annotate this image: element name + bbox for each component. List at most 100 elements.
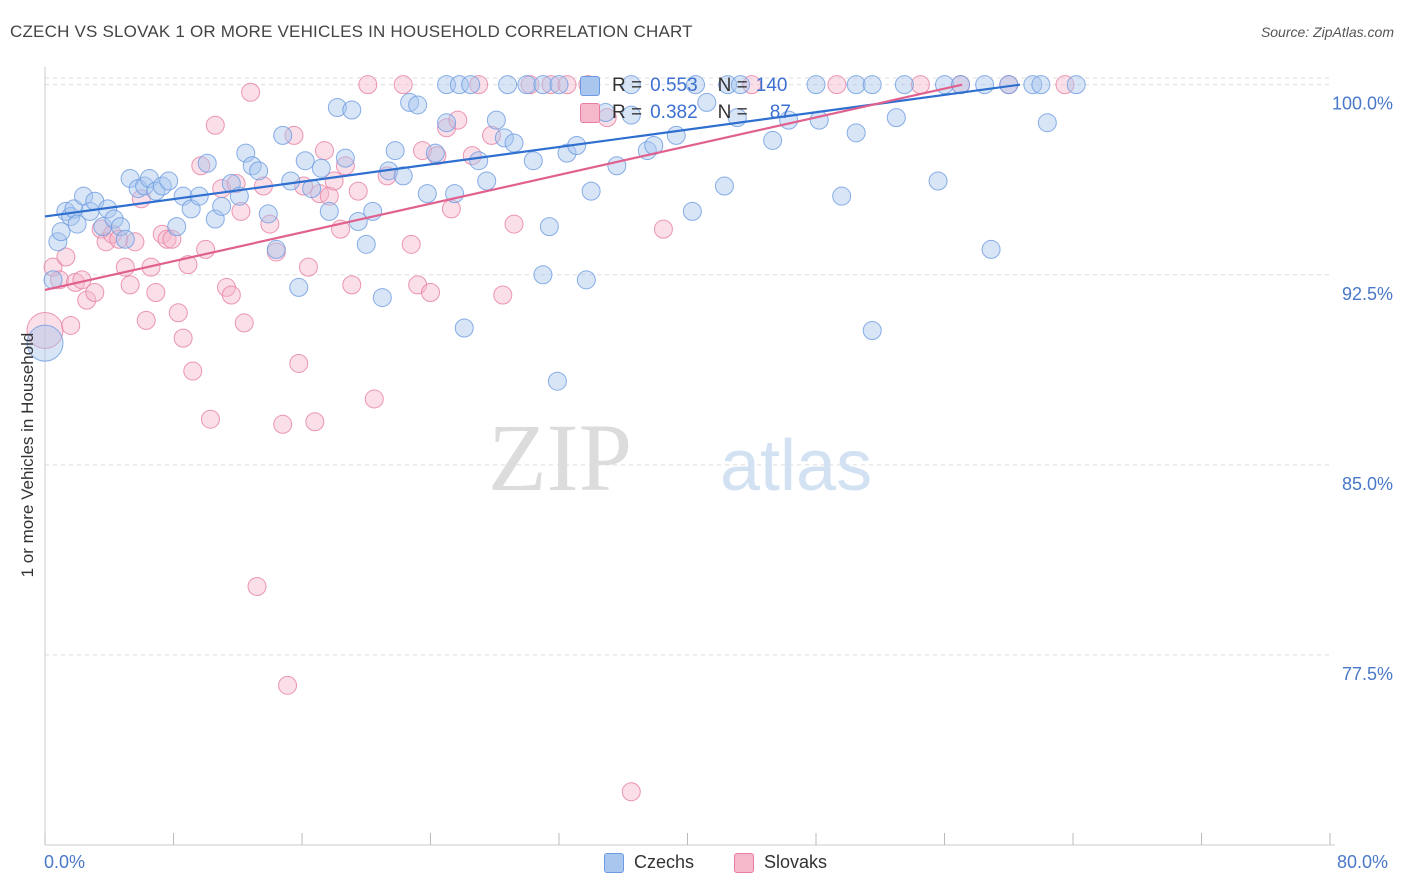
x-tick-label-max: 80.0% [1337,852,1389,872]
czech-point [539,217,559,237]
legend-slovaks-label: Slovaks [764,852,828,872]
slovak-point [226,174,246,194]
slovak-point [221,285,241,305]
slovak-point [205,115,225,135]
watermark-zip: ZIP [488,404,632,511]
czech-point [115,229,135,249]
czech-point [342,100,362,120]
czech-point [437,113,457,133]
czech-point [763,130,783,150]
x-tick-label-min: 0.0% [44,852,86,872]
czechs-r-label: R = [612,75,643,96]
legend-czechs-label: Czechs [634,852,695,872]
czechs-n-value: 140 [755,75,788,96]
slovak-point [469,75,489,95]
slovak-point [448,110,468,130]
czech-point [533,265,553,285]
axes [44,67,1335,846]
czech-point [846,75,866,95]
slovaks-n-label: N = [717,102,748,123]
czech-point [581,181,601,201]
slovak-point [278,675,298,695]
czech-point [1031,75,1051,95]
slovak-point [401,234,421,254]
y-axis-label: 1 or more Vehicles in Household [18,332,37,578]
slovak-point [314,141,334,161]
czech-point [242,156,262,176]
czech-point [666,125,686,145]
slovak-point [493,285,513,305]
czech-point [498,75,518,95]
czech-point [469,151,489,171]
czech-point [621,105,641,125]
czech-point [67,214,87,234]
czech-point [621,75,641,95]
slovak-point [157,229,177,249]
czech-point [461,75,481,95]
slovak-point [742,75,762,95]
slovak-point [364,389,384,409]
czech-point [48,232,68,252]
legend-item-slovaks[interactable]: Slovaks [734,852,827,873]
czech-point [533,75,553,95]
czech-point [356,234,376,254]
slovaks-swatch [580,103,600,123]
slovak-point [56,247,76,267]
slovak-point [298,257,318,277]
trend-lines [44,83,1021,292]
slovak-point [49,270,69,290]
czech-point [289,277,309,297]
slovak-point [146,282,166,302]
slovak-point [173,328,193,348]
slovak-point [260,214,280,234]
czech-point [547,371,567,391]
czech-point [517,75,537,95]
slovak-point [653,219,673,239]
slovak-point [827,75,847,95]
czech-point [494,128,514,148]
czech-point [576,270,596,290]
watermark-atlas: atlas [720,426,872,506]
czech-point [249,161,269,181]
czechs-r-value: 0.553 [650,75,698,96]
czech-point [886,108,906,128]
czech-point [258,204,278,224]
slovak-point [421,282,440,302]
czech-point [400,92,420,112]
czech-point [928,171,948,191]
slovak-point [77,290,97,310]
chart-title: CZECH VS SLOVAK 1 OR MORE VEHICLES IN HO… [10,22,693,41]
slovak-point [557,75,577,95]
slovak-point [136,310,156,330]
gridlines [45,77,1330,656]
legend-slovaks-swatch [734,852,754,873]
czech-point [862,75,882,95]
stats-row-czechs: R = 0.553 N = 140 [580,75,787,97]
legend-item-czechs[interactable]: Czechs [604,852,694,873]
slovak-point [234,313,254,333]
y-tick-label: 92.5% [1342,284,1393,304]
slovak-point [621,782,641,802]
czech-point [1023,75,1043,95]
czech-point [110,217,130,237]
series-legend: Czechs Slovaks [0,850,1406,880]
czech-point [425,143,445,163]
czech-point [311,158,331,178]
slovak-point [289,353,309,373]
czech-point [393,166,413,186]
czech-point [212,196,232,216]
czech-point [408,95,428,115]
czech-point [697,92,717,112]
czech-point [504,133,524,153]
slovak-point [284,125,304,145]
slovak-point [178,255,198,275]
slovaks-r-label: R = [612,102,643,123]
slovak-point [437,118,457,138]
czech-point [372,288,392,308]
slovak-point [183,361,203,381]
czech-point [454,318,474,338]
slovak-point [393,75,413,95]
slovak-point [305,412,325,432]
czech-point [197,153,217,173]
slovak-point [319,186,339,206]
